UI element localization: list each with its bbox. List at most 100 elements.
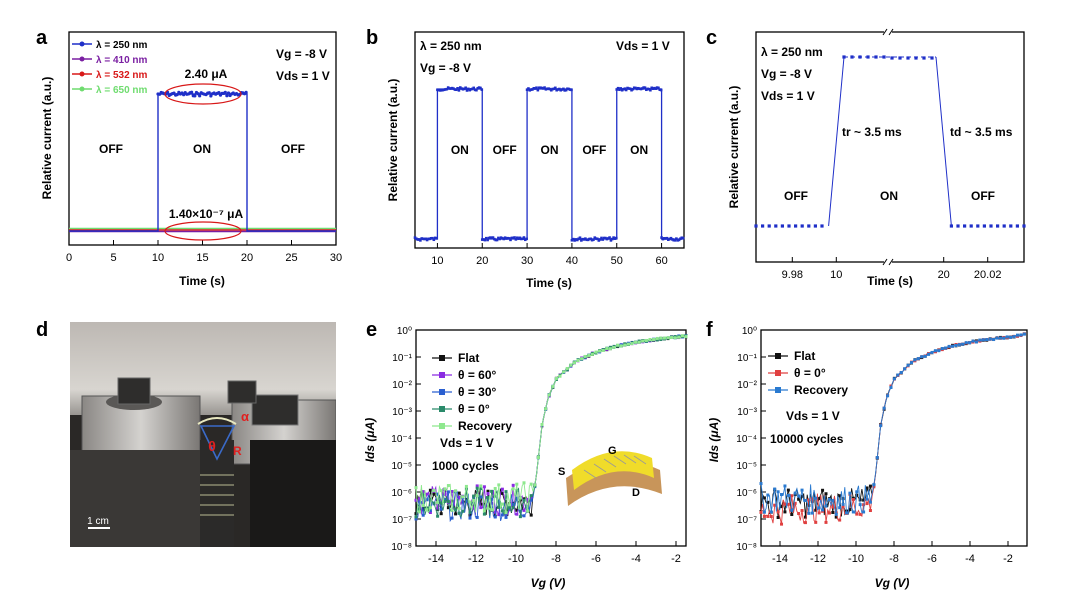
panel-c-point [930, 56, 934, 60]
panel-b: b 10 20 30 40 50 60 Time (s) Relative current… [366, 27, 685, 290]
panel-e-point [461, 495, 465, 499]
panel-e-point [443, 497, 447, 501]
panel-e-point [436, 500, 440, 504]
panel-e-point [428, 510, 432, 514]
panel-f-point [773, 503, 777, 507]
panel-a-on-current: 2.40 μA [185, 67, 228, 81]
panel-e-point [432, 501, 436, 505]
panel-f-point [803, 521, 807, 525]
panel-b-point [613, 237, 617, 240]
panel-c-xtick-label-0: 9.98 [782, 269, 803, 281]
panel-e-point [576, 359, 580, 363]
panel-e-point [446, 484, 450, 488]
panel-e-point [500, 487, 504, 491]
panel-e-ytick-label-3: 10⁻³ [392, 407, 412, 418]
panel-b-x-ticks: 10 20 30 40 50 60 [431, 243, 668, 267]
panel-b-point [505, 237, 508, 240]
panel-b-point [551, 87, 554, 91]
panel-e-point [511, 483, 515, 487]
panel-b-state-3: OFF [582, 143, 606, 157]
panel-b-point [456, 87, 459, 90]
panel-e-xtick-label-0: -14 [428, 553, 444, 565]
panel-b-point [578, 236, 582, 240]
panel-b-point [536, 88, 540, 92]
panel-label-e: e [366, 319, 377, 341]
panel-b-point [543, 86, 546, 89]
panel-e-xtick-label-6: -2 [671, 553, 681, 565]
panel-b-point [612, 236, 615, 239]
panel-f-point [776, 516, 780, 520]
panel-e-data [414, 334, 688, 523]
panel-e-point [518, 496, 522, 500]
panel-f-point [1016, 333, 1019, 337]
panel-f-point [845, 511, 848, 515]
panel-f-point [780, 493, 784, 497]
panel-c-cond-vds: Vds = 1 V [761, 89, 815, 103]
panel-b-point [675, 237, 678, 240]
legend-650: λ = 650 nm [96, 85, 148, 96]
panel-b-cond-vds: Vds = 1 V [616, 39, 670, 53]
panel-b-point [658, 88, 662, 91]
panel-c-point [914, 56, 918, 60]
panel-b-point [519, 237, 523, 241]
panel-c-point [989, 224, 993, 228]
panel-b-point [440, 88, 443, 92]
panel-b-point [507, 237, 511, 240]
panel-b-point [547, 87, 550, 90]
panel-b-point [615, 236, 618, 240]
panel-b-point [484, 236, 488, 240]
panel-a-point [193, 94, 197, 98]
panel-c-axis-breaks [882, 28, 894, 266]
panel-e-xlabel: Vg (V) [531, 576, 566, 590]
panel-e-point [616, 343, 620, 347]
inset-label-s: S [558, 466, 565, 478]
panel-f-point [803, 498, 807, 502]
panel-e-point [421, 490, 425, 494]
panel-f-point [862, 510, 866, 514]
panel-e-point [662, 336, 666, 340]
panel-e-point [558, 374, 562, 378]
panel-e-point [436, 514, 440, 518]
panel-b-point [662, 237, 666, 240]
panel-b-point [495, 238, 499, 242]
panel-e-point [504, 500, 508, 504]
panel-b-point [502, 237, 506, 241]
panel-f-point [762, 514, 766, 518]
panel-f-legend-2: Recovery [794, 383, 848, 397]
panel-f: f -14 -12 -10 -8 -6 -4 -2 10⁰ 10⁻¹ 10⁻² 10⁻³ 10⁻⁴ 10… [706, 319, 1028, 590]
panel-e-point [515, 482, 519, 486]
panel-f-point [797, 512, 801, 516]
panel-e-point [475, 486, 479, 490]
panel-c-point [754, 224, 758, 228]
panel-b-point [450, 86, 454, 90]
panel-b-point [577, 237, 580, 241]
panel-e-point [486, 492, 490, 496]
panel-b-point [535, 86, 538, 90]
panel-f-ticks: -14 -12 -10 -8 -6 -4 -2 10⁰ 10⁻¹ 10⁻² 10⁻³ 10⁻⁴ 10⁻⁵… [736, 326, 1013, 565]
panel-b-point [654, 87, 658, 90]
panel-b-point [568, 88, 572, 91]
panel-e-point [526, 509, 530, 513]
panel-b-point [558, 87, 561, 91]
panel-f-point [762, 496, 766, 500]
panel-e-legend-3: θ = 0° [458, 402, 490, 416]
panel-e-point [684, 335, 688, 339]
panel-b-point [626, 86, 629, 90]
axis-break-bottom-mask [884, 258, 892, 266]
panel-e-point [432, 488, 436, 492]
panel-b-states: ON OFF ON OFF ON [451, 143, 648, 157]
panel-e-series-0 [415, 335, 687, 517]
panel-b-point [606, 237, 610, 240]
panel-e-point [454, 508, 458, 512]
panel-e-point [677, 335, 681, 339]
photo-alpha-label: α [241, 409, 249, 424]
panel-b-point [425, 238, 429, 242]
panel-c-point [813, 224, 817, 228]
panel-e-ytick-label-5: 10⁻⁵ [391, 461, 412, 472]
panel-f-point [968, 341, 972, 345]
panel-f-data [759, 332, 1027, 526]
panel-a-xtick-label-4: 20 [241, 252, 253, 264]
panel-f-point [786, 488, 790, 492]
panel-c-point [969, 224, 973, 228]
panel-e-point [454, 512, 458, 516]
